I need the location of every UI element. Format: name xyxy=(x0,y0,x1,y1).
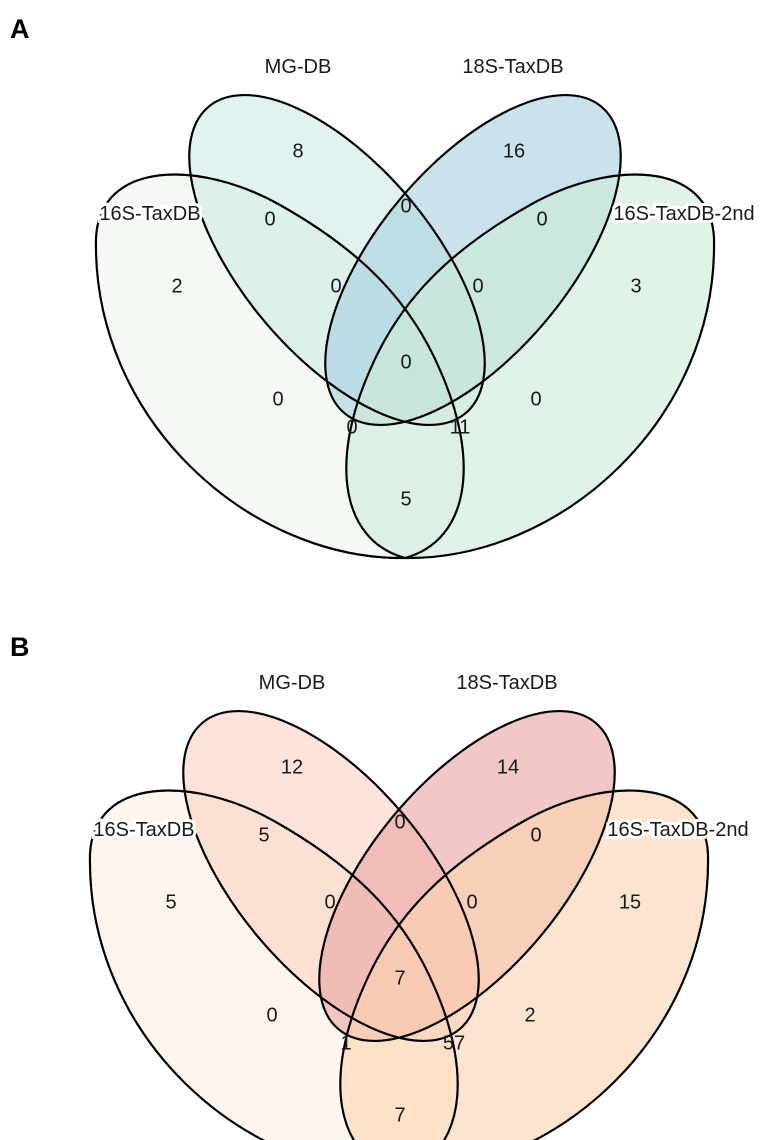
region-count-s16: 5 xyxy=(165,891,176,913)
region-count-s16-mg: 0 xyxy=(264,208,275,230)
set-outline-s16b xyxy=(345,173,716,560)
region-count-s16-mg-s16b: 57 xyxy=(443,1032,465,1054)
region-count-mg-s18: 0 xyxy=(400,195,411,217)
region-count-s16-s18-s16b: 1 xyxy=(340,1032,351,1054)
region-count-s16-s18-s16b: 0 xyxy=(346,416,357,438)
set-label-mg: MG-DB xyxy=(259,672,326,694)
set-outline-s16 xyxy=(94,173,465,560)
region-count-all: 0 xyxy=(400,351,411,373)
set-outline-mg xyxy=(188,93,486,427)
region-count-s16-mg-s16b: 11 xyxy=(450,416,471,438)
set-label-s16: 16S-TaxDB xyxy=(93,819,194,841)
region-count-mg: 8 xyxy=(292,140,303,162)
region-count-mg-s18: 0 xyxy=(394,811,405,833)
region-count-mg-s16b: 0 xyxy=(530,388,541,410)
set-outline-s18 xyxy=(318,709,616,1043)
set-outline-mg xyxy=(182,709,480,1043)
set-outlines xyxy=(88,709,710,1140)
set-label-s18: 18S-TaxDB xyxy=(462,56,563,78)
set-fill-s16b xyxy=(346,174,715,559)
region-count-s16b: 15 xyxy=(619,891,641,913)
set-label-mg: MG-DB xyxy=(265,56,332,78)
set-outline-s16b xyxy=(339,789,710,1140)
region-count-s18: 16 xyxy=(503,140,525,162)
region-count-mg-s18-s16b: 0 xyxy=(472,275,483,297)
set-outline-s18 xyxy=(324,93,622,427)
region-count-s16-s16b: 7 xyxy=(394,1104,405,1126)
region-count-s16-mg-s18: 0 xyxy=(324,891,335,913)
region-count-s16-s16b: 5 xyxy=(400,488,411,510)
panel-letter: B xyxy=(10,632,30,662)
region-count-s16-mg: 5 xyxy=(258,824,269,846)
set-fills xyxy=(89,711,709,1140)
region-count-s18-s16b: 0 xyxy=(530,824,541,846)
region-count-mg-s18-s16b: 0 xyxy=(466,891,477,913)
venn-panel-a: A 16S-TaxDB MG-DB 18S-TaxDB 16S-TaxDB-2nd 2 8 1… xyxy=(10,14,758,560)
set-label-s16b: 16S-TaxDB-2nd xyxy=(607,819,748,841)
set-label-s18: 18S-TaxDB xyxy=(456,672,557,694)
set-label-s16: 16S-TaxDB xyxy=(99,203,200,225)
region-count-mg: 12 xyxy=(281,756,303,778)
region-count-s16-s18: 0 xyxy=(266,1004,277,1026)
panel-letter: A xyxy=(10,14,30,44)
region-count-s16-s18: 0 xyxy=(272,388,283,410)
region-count-s16: 2 xyxy=(171,275,182,297)
region-count-s16b: 3 xyxy=(630,275,641,297)
set-outlines xyxy=(94,93,716,560)
set-label-s16b: 16S-TaxDB-2nd xyxy=(613,203,754,225)
region-count-s18: 14 xyxy=(497,756,519,778)
region-count-s16-mg-s18: 0 xyxy=(330,275,341,297)
region-count-s18-s16b: 0 xyxy=(536,208,547,230)
set-fills xyxy=(95,95,715,559)
region-count-mg-s16b: 2 xyxy=(524,1004,535,1026)
region-count-all: 7 xyxy=(394,967,405,989)
set-fill-s16b xyxy=(340,790,709,1140)
set-outline-s16 xyxy=(88,789,459,1140)
